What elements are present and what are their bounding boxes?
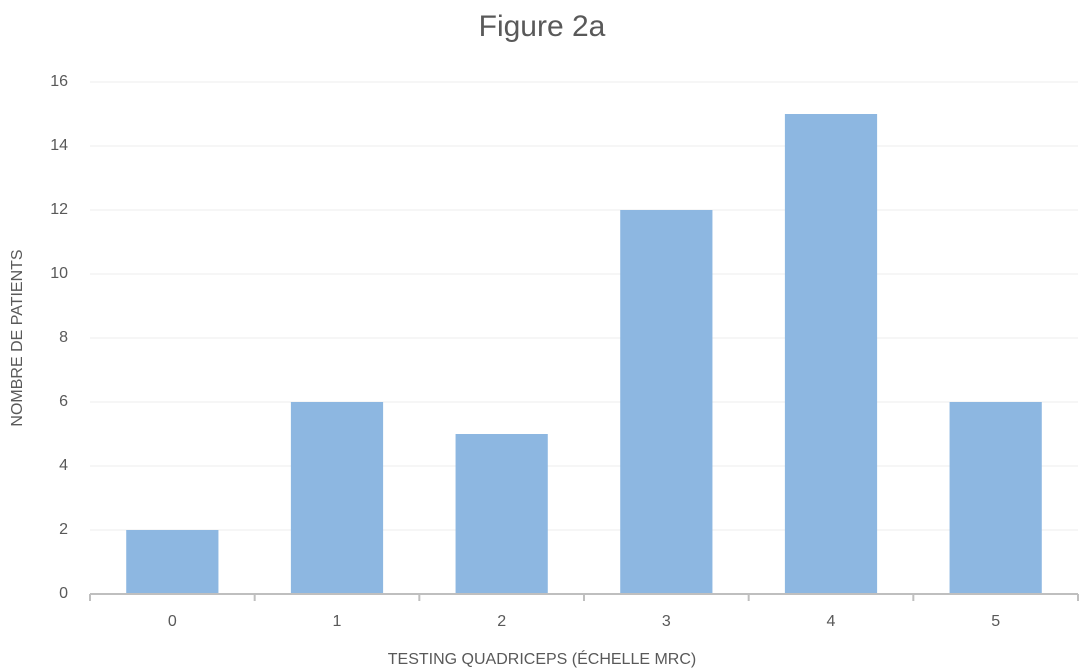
y-tick-label: 14 bbox=[50, 137, 68, 154]
y-axis-label: NOMBRE DE PATIENTS bbox=[9, 249, 26, 426]
x-tick-label: 3 bbox=[662, 613, 671, 630]
bar bbox=[455, 434, 548, 594]
x-tick-label: 1 bbox=[333, 613, 342, 630]
x-tick-label: 5 bbox=[991, 613, 1000, 630]
y-tick-label: 0 bbox=[59, 585, 68, 602]
x-tick-label: 0 bbox=[168, 613, 177, 630]
y-tick-label: 6 bbox=[59, 393, 68, 410]
y-tick-label: 8 bbox=[59, 329, 68, 346]
bar bbox=[290, 402, 384, 594]
bar bbox=[620, 210, 713, 594]
y-tick-label: 10 bbox=[50, 265, 68, 282]
y-tick-label: 12 bbox=[50, 201, 68, 218]
y-tick-label: 16 bbox=[50, 73, 68, 90]
bar bbox=[784, 114, 878, 594]
bar bbox=[949, 402, 1042, 594]
x-axis-label: TESTING QUADRICEPS (ÉCHELLE MRC) bbox=[388, 649, 696, 668]
y-tick-label: 2 bbox=[59, 521, 68, 538]
y-tick-label: 4 bbox=[59, 457, 68, 474]
bar bbox=[126, 530, 219, 594]
x-tick-label: 2 bbox=[497, 613, 506, 630]
chart-title: Figure 2a bbox=[479, 10, 606, 43]
x-tick-label: 4 bbox=[827, 613, 836, 630]
